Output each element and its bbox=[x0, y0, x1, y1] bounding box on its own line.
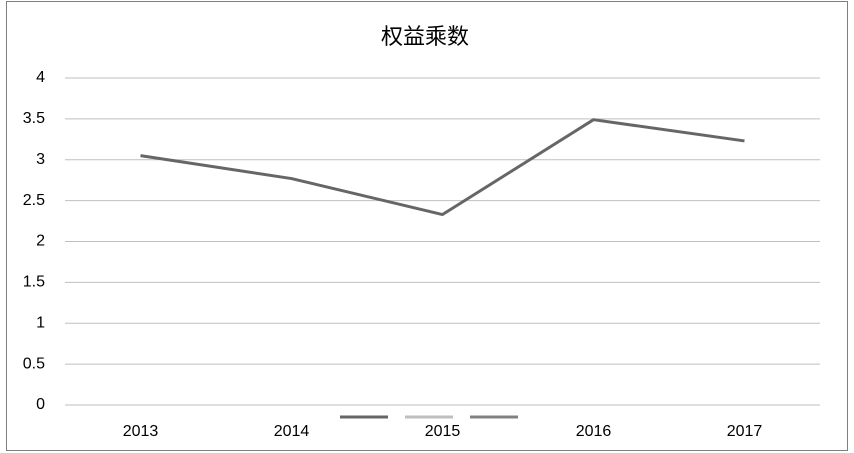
y-tick-label: 0 bbox=[36, 396, 45, 413]
y-tick-label: 3.5 bbox=[23, 110, 45, 127]
x-tick-label: 2016 bbox=[576, 423, 612, 440]
y-tick-label: 2.5 bbox=[23, 192, 45, 209]
y-tick-label: 1 bbox=[36, 314, 45, 331]
x-tick-label: 2014 bbox=[274, 423, 310, 440]
chart-border bbox=[6, 1, 848, 451]
y-tick-label: 2 bbox=[36, 233, 45, 250]
x-tick-label: 2013 bbox=[123, 423, 159, 440]
x-tick-label: 2015 bbox=[425, 423, 461, 440]
y-tick-label: 1.5 bbox=[23, 274, 45, 291]
line bbox=[140, 118, 745, 217]
x-tick-label: 2017 bbox=[727, 423, 763, 440]
y-tick-label: 4 bbox=[36, 69, 45, 86]
chart-title: 权益乘数 bbox=[381, 25, 469, 50]
y-tick-label: 0.5 bbox=[23, 355, 45, 372]
y-tick-label: 3 bbox=[36, 151, 45, 168]
